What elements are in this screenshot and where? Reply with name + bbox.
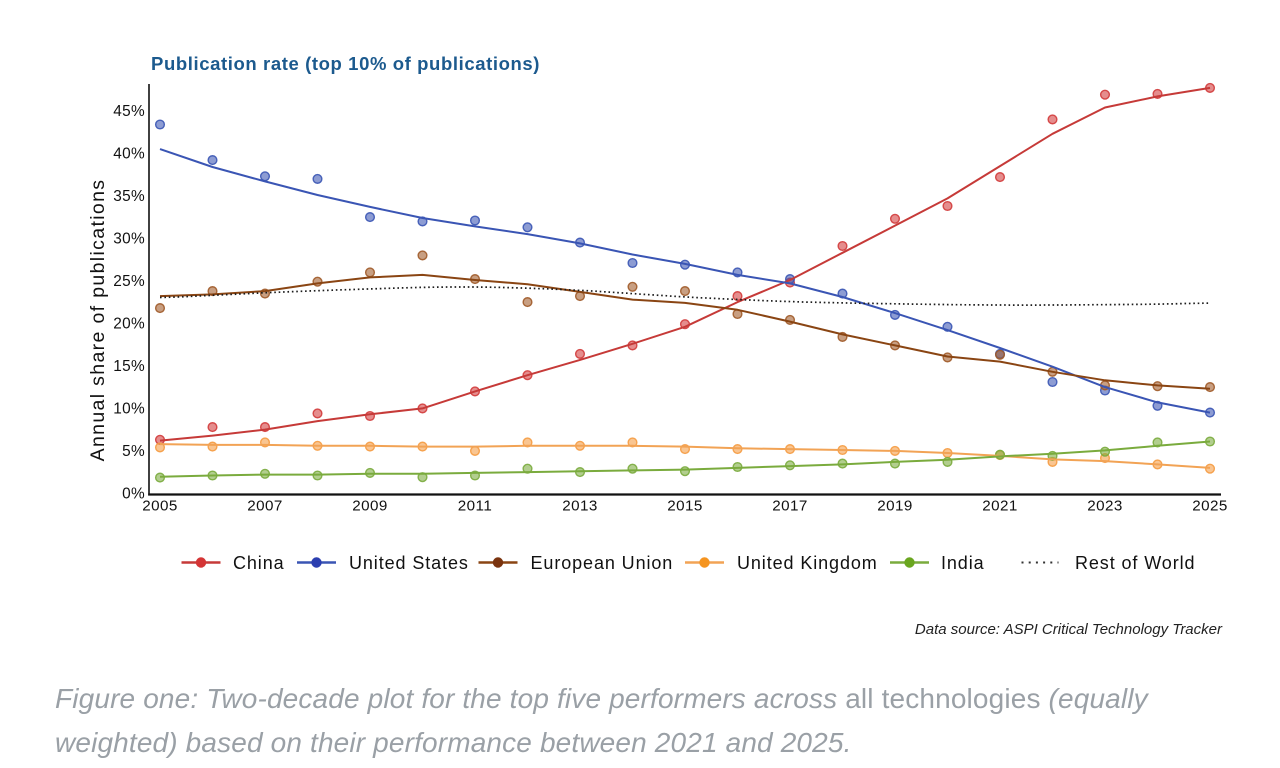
svg-text:30%: 30% <box>113 230 145 247</box>
svg-text:2011: 2011 <box>458 498 492 515</box>
svg-text:Annual share of publications: Annual share of publications <box>87 179 109 462</box>
svg-text:2023: 2023 <box>1087 498 1123 515</box>
svg-text:15%: 15% <box>113 358 145 375</box>
svg-text:10%: 10% <box>113 400 145 417</box>
svg-text:45%: 45% <box>113 103 145 120</box>
svg-text:20%: 20% <box>113 315 145 332</box>
svg-text:0%: 0% <box>122 485 145 502</box>
svg-text:2005: 2005 <box>142 498 178 515</box>
svg-text:2009: 2009 <box>352 498 388 515</box>
svg-text:35%: 35% <box>113 188 145 205</box>
svg-text:European Union: European Union <box>531 553 674 573</box>
svg-text:2017: 2017 <box>772 498 808 515</box>
svg-text:40%: 40% <box>113 145 145 162</box>
svg-text:5%: 5% <box>122 443 145 460</box>
svg-text:2013: 2013 <box>562 498 598 515</box>
svg-text:India: India <box>941 553 985 573</box>
svg-text:China: China <box>233 553 285 573</box>
svg-text:2025: 2025 <box>1192 498 1228 515</box>
svg-text:25%: 25% <box>113 273 145 290</box>
svg-text:2021: 2021 <box>982 498 1018 515</box>
svg-text:2019: 2019 <box>877 498 913 515</box>
svg-text:Data source: ASPI Critical Tec: Data source: ASPI Critical Technology Tr… <box>915 621 1223 638</box>
svg-text:United Kingdom: United Kingdom <box>737 553 878 573</box>
svg-text:Rest of World: Rest of World <box>1075 553 1195 573</box>
svg-text:United States: United States <box>349 553 469 573</box>
svg-text:Publication rate (top 10% of p: Publication rate (top 10% of publication… <box>151 53 540 74</box>
svg-text:2015: 2015 <box>667 498 703 515</box>
svg-text:2007: 2007 <box>247 498 283 515</box>
